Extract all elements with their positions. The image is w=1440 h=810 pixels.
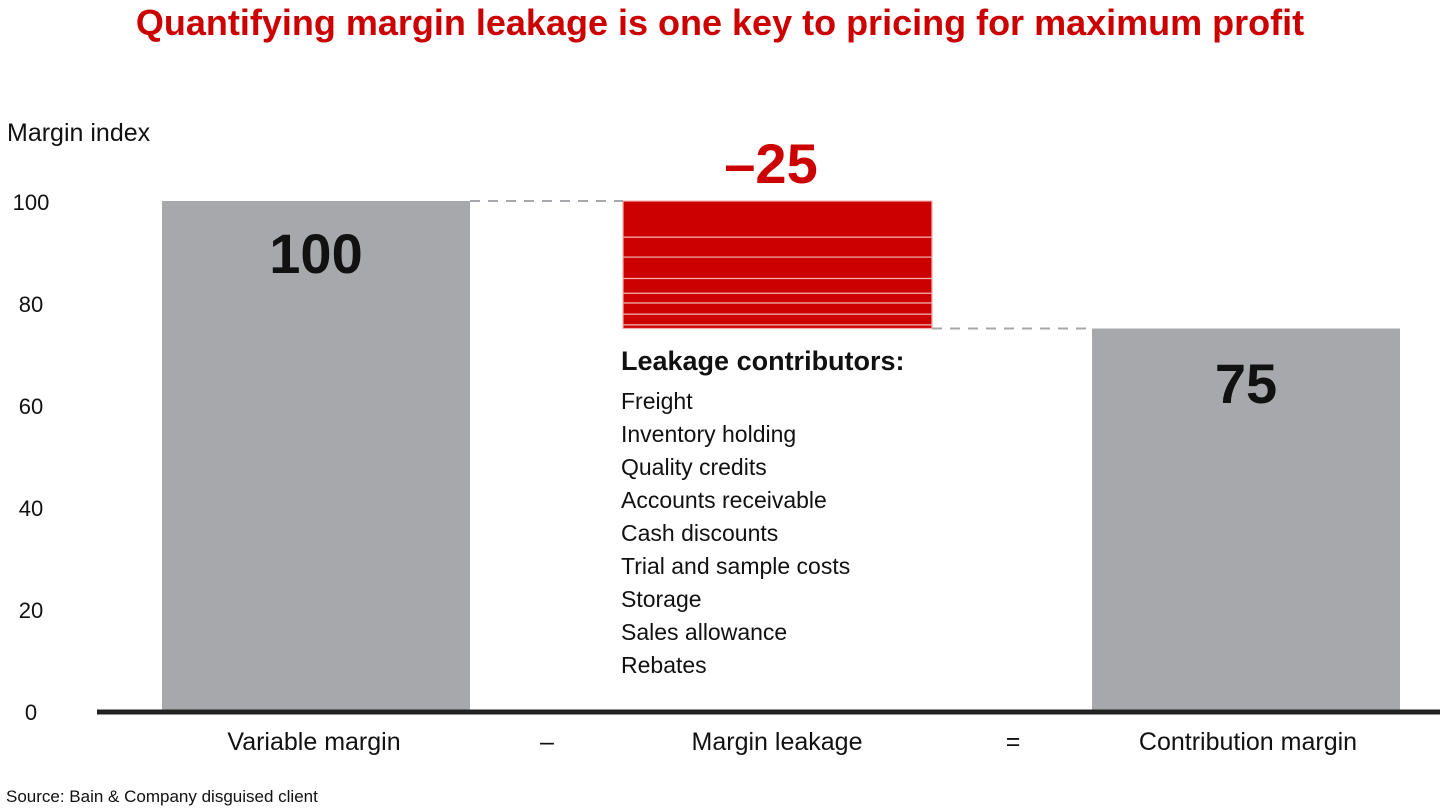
operator-minus: – xyxy=(540,728,554,756)
bar-segment-margin-leakage xyxy=(622,324,933,330)
data-label: 75 xyxy=(1215,352,1277,415)
leakage-contributor-item: Trial and sample costs xyxy=(621,553,851,579)
data-label: –25 xyxy=(724,132,817,195)
bar-segment-margin-leakage xyxy=(622,200,933,238)
bar-segment-margin-leakage xyxy=(622,277,933,294)
leakage-contributor-item: Freight xyxy=(621,388,693,414)
y-tick-label: 0 xyxy=(25,700,37,725)
operator-equals: = xyxy=(1006,728,1021,756)
leakage-contributor-item: Sales allowance xyxy=(621,619,788,645)
y-tick-label: 80 xyxy=(19,292,43,317)
chart-title: Quantifying margin leakage is one key to… xyxy=(135,2,1305,43)
bar-variable-margin xyxy=(162,201,470,711)
y-tick-label: 100 xyxy=(13,190,50,215)
leakage-contributors: Leakage contributors: Freight Inventory h… xyxy=(621,346,905,684)
bar-segment-margin-leakage xyxy=(622,292,933,304)
category-label: Margin leakage xyxy=(692,728,863,756)
leakage-contributor-item: Inventory holding xyxy=(621,421,797,447)
bar-contribution-margin xyxy=(1092,328,1400,711)
leakage-contributor-item: Quality credits xyxy=(621,454,767,480)
y-tick-label: 20 xyxy=(19,598,43,623)
bar-segment-margin-leakage xyxy=(622,256,933,280)
leakage-contributor-item: Accounts receivable xyxy=(621,487,827,513)
leakage-contributors-heading: Leakage contributors: xyxy=(621,346,905,376)
leakage-contributor-item: Rebates xyxy=(621,652,707,678)
y-tick-label: 60 xyxy=(19,394,43,419)
leakage-contributor-item: Cash discounts xyxy=(621,520,779,546)
bar-segment-margin-leakage xyxy=(622,302,933,315)
category-label: Contribution margin xyxy=(1139,728,1357,756)
leakage-contributor-item: Storage xyxy=(621,586,702,612)
y-axis-label: Margin index xyxy=(7,119,151,147)
category-label: Variable margin xyxy=(227,728,400,756)
data-label: 100 xyxy=(269,222,362,285)
bar-segment-margin-leakage xyxy=(622,236,933,258)
y-tick-label: 40 xyxy=(19,496,43,521)
source-note: Source: Bain & Company disguised client xyxy=(6,787,318,806)
bar-segment-margin-leakage xyxy=(622,313,933,326)
